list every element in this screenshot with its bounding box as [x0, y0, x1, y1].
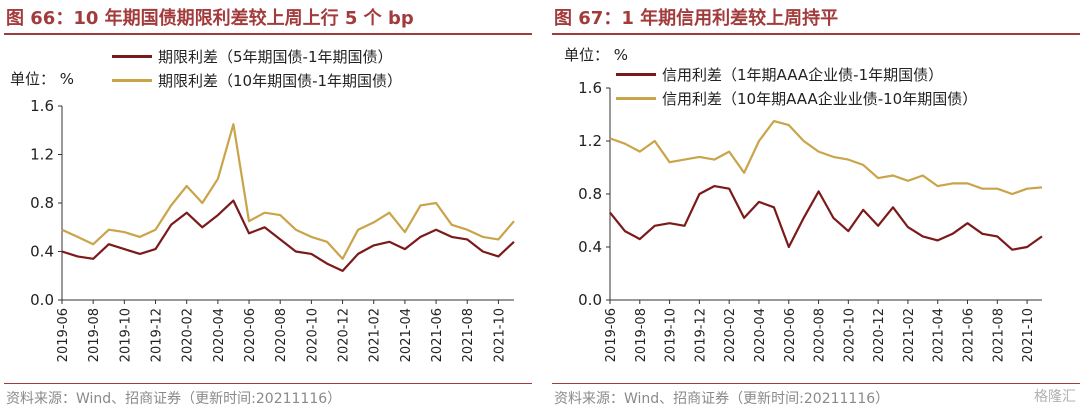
x-tick-label: 2020-02 — [181, 308, 196, 362]
legend-swatch — [112, 78, 152, 82]
x-tick-label: 2019-12 — [693, 308, 708, 362]
source-rule — [4, 383, 532, 384]
x-tick-label: 2020-12 — [337, 308, 352, 362]
chart-panel-67: 图 67：1 年期信用利差较上周持平 单位： % 信用利差（1年期AAA企业债-… — [552, 0, 1080, 412]
x-tick-label: 2019-10 — [664, 308, 679, 362]
x-tick-label: 2021-10 — [1021, 308, 1036, 362]
chart-legend: 期限利差（5年期国债-1年期国债） 期限利差（10年期国债-1年期国债） — [112, 44, 402, 92]
chart-title: 图 67：1 年期信用利差较上周持平 — [554, 8, 839, 29]
x-tick-label: 2021-06 — [430, 308, 445, 362]
x-tick-label: 2020-06 — [783, 308, 798, 362]
source-rule — [552, 383, 1080, 384]
x-tick-label: 2021-10 — [492, 308, 507, 362]
y-tick-label: 1.2 — [30, 146, 54, 164]
chart-panel-66: 图 66：10 年期国债期限利差较上周上行 5 个 bp 单位： % 期限利差（… — [4, 0, 532, 412]
x-tick-label: 2019-08 — [634, 308, 649, 362]
x-tick-label: 2021-04 — [932, 308, 947, 362]
series-line-0 — [61, 199, 515, 272]
x-tick-label: 2021-08 — [461, 308, 476, 362]
title-rule — [552, 33, 1080, 35]
x-tick-label: 2020-12 — [872, 308, 887, 362]
x-tick-label: 2021-08 — [991, 308, 1006, 362]
source-note: 资料来源：Wind、招商证券（更新时间:20211116） — [554, 391, 890, 407]
legend-label: 信用利差（1年期AAA企业债-1年期国债） — [662, 65, 944, 84]
legend-label: 期限利差（5年期国债-1年期国债） — [158, 47, 393, 66]
unit-label: 单位： % — [564, 46, 629, 64]
x-tick-label: 2021-06 — [962, 308, 977, 362]
x-tick-label: 2019-10 — [118, 308, 133, 362]
source-note: 资料来源：Wind、招商证券（更新时间:20211116） — [6, 391, 342, 407]
x-tick-label: 2020-04 — [753, 308, 768, 362]
legend-item: 信用利差（1年期AAA企业债-1年期国债） — [616, 62, 977, 86]
chart-title: 图 66：10 年期国债期限利差较上周上行 5 个 bp — [6, 8, 414, 29]
x-tick-label: 2020-10 — [842, 308, 857, 362]
legend-item: 信用利差（10年期AAA企业业债-10年期国债） — [616, 86, 977, 110]
x-tick-label: 2020-08 — [813, 308, 828, 362]
y-tick-label: 0.8 — [30, 194, 54, 212]
x-tick-label: 2020-10 — [305, 308, 320, 362]
title-rule — [4, 33, 532, 35]
legend-item: 期限利差（10年期国债-1年期国债） — [112, 68, 402, 92]
x-tick-label: 2021-02 — [902, 308, 917, 362]
x-tick-label: 2019-06 — [56, 308, 71, 362]
y-tick-label: 1.6 — [30, 97, 54, 115]
x-tick-label: 2019-06 — [604, 308, 619, 362]
y-tick-label: 0.4 — [578, 238, 602, 256]
x-tick-label: 2020-02 — [723, 308, 738, 362]
legend-label: 信用利差（10年期AAA企业业债-10年期国债） — [662, 89, 978, 108]
x-tick-label: 2021-02 — [368, 308, 383, 362]
y-tick-label: 1.6 — [578, 79, 602, 97]
y-tick-label: 0.0 — [30, 291, 54, 309]
legend-swatch — [616, 96, 656, 100]
y-tick-label: 0.0 — [578, 291, 602, 309]
legend-item: 期限利差（5年期国债-1年期国债） — [112, 44, 402, 68]
legend-swatch — [112, 54, 152, 58]
chart-legend: 信用利差（1年期AAA企业债-1年期国债） 信用利差（10年期AAA企业业债-1… — [616, 62, 977, 110]
unit-label: 单位： % — [10, 70, 75, 88]
y-tick-label: 0.8 — [578, 185, 602, 203]
legend-swatch — [616, 72, 656, 76]
x-tick-label: 2019-08 — [87, 308, 102, 362]
x-tick-label: 2020-06 — [243, 308, 258, 362]
series-line-1 — [609, 119, 1043, 196]
legend-label: 期限利差（10年期国债-1年期国债） — [158, 71, 403, 90]
x-tick-label: 2021-04 — [399, 308, 414, 362]
x-tick-label: 2019-12 — [150, 308, 165, 362]
watermark: 格隆汇 — [1034, 389, 1076, 405]
y-tick-label: 0.4 — [30, 243, 54, 261]
series-line-1 — [61, 123, 515, 260]
y-tick-label: 1.2 — [578, 132, 602, 150]
x-tick-label: 2020-04 — [212, 308, 227, 362]
series-line-0 — [609, 185, 1043, 251]
x-tick-label: 2020-08 — [274, 308, 289, 362]
